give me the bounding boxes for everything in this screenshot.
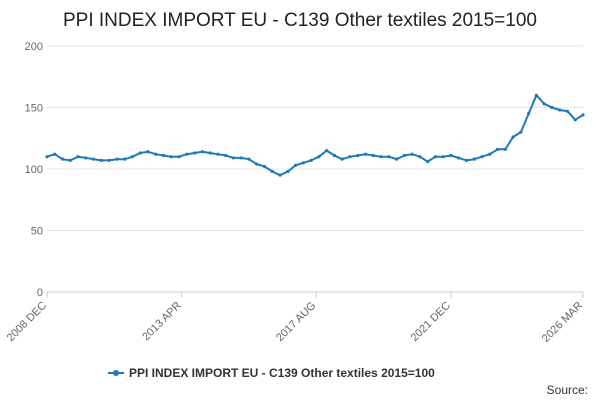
data-point[interactable]: [457, 156, 461, 160]
data-point[interactable]: [216, 152, 220, 156]
data-point[interactable]: [356, 153, 360, 158]
data-point[interactable]: [511, 135, 515, 139]
data-point[interactable]: [84, 156, 88, 160]
data-point[interactable]: [45, 155, 49, 159]
data-point[interactable]: [200, 150, 204, 154]
data-point[interactable]: [379, 155, 383, 159]
y-tick-label: 200: [25, 41, 43, 53]
data-point[interactable]: [278, 173, 282, 177]
data-point[interactable]: [348, 155, 352, 159]
data-point[interactable]: [270, 169, 274, 174]
data-point[interactable]: [565, 109, 570, 113]
series-group: [45, 93, 585, 177]
source-label: Source:: [547, 383, 588, 397]
data-point[interactable]: [208, 151, 212, 155]
data-point[interactable]: [286, 169, 290, 174]
data-point[interactable]: [472, 157, 476, 161]
data-point[interactable]: [542, 102, 546, 106]
data-point[interactable]: [550, 105, 554, 110]
data-point[interactable]: [495, 147, 500, 151]
data-point[interactable]: [371, 153, 375, 158]
data-point[interactable]: [192, 151, 197, 155]
data-point[interactable]: [402, 153, 406, 158]
data-point[interactable]: [480, 155, 484, 159]
data-point[interactable]: [464, 158, 469, 162]
data-point[interactable]: [325, 148, 329, 153]
x-tick-label: 2017 AUG: [274, 300, 318, 344]
data-point[interactable]: [293, 163, 298, 167]
data-point[interactable]: [231, 156, 236, 160]
data-point[interactable]: [418, 155, 422, 159]
data-point[interactable]: [224, 153, 228, 158]
data-point[interactable]: [441, 155, 445, 159]
data-point[interactable]: [573, 118, 577, 122]
data-point[interactable]: [581, 113, 585, 117]
data-point[interactable]: [558, 108, 562, 112]
data-point[interactable]: [255, 162, 259, 166]
x-tick-label: 2008 DEC: [5, 300, 49, 344]
data-point[interactable]: [146, 150, 150, 154]
data-point[interactable]: [177, 155, 181, 159]
data-point[interactable]: [130, 155, 135, 159]
data-point[interactable]: [527, 112, 531, 116]
x-tick-label: 2021 DEC: [409, 300, 453, 344]
grid-lines: [47, 45, 583, 293]
data-point[interactable]: [107, 158, 111, 162]
x-tick-label: 2026 MAR: [540, 300, 585, 345]
data-point[interactable]: [115, 157, 119, 161]
data-point[interactable]: [60, 157, 65, 161]
data-point[interactable]: [76, 155, 80, 159]
y-tick-label: 0: [37, 287, 43, 299]
data-point[interactable]: [340, 157, 344, 161]
legend-label: PPI INDEX IMPORT EU - C139 Other textile…: [129, 366, 435, 380]
series-line: [46, 94, 584, 177]
data-point[interactable]: [262, 164, 267, 169]
legend[interactable]: PPI INDEX IMPORT EU - C139 Other textile…: [108, 366, 435, 380]
data-point[interactable]: [394, 157, 399, 161]
data-point[interactable]: [317, 155, 321, 159]
legend-dot-marker: [113, 370, 119, 376]
data-point[interactable]: [534, 93, 538, 97]
data-point[interactable]: [503, 147, 507, 151]
x-tick-label: 2013 APR: [140, 300, 184, 344]
data-point[interactable]: [161, 153, 166, 158]
data-point[interactable]: [519, 130, 523, 134]
y-tick-label: 100: [25, 164, 43, 176]
data-point[interactable]: [154, 152, 158, 156]
data-point[interactable]: [239, 156, 243, 160]
data-point[interactable]: [449, 153, 453, 158]
chart-title: PPI INDEX IMPORT EU - C139 Other textile…: [63, 10, 537, 31]
data-point[interactable]: [169, 155, 173, 159]
data-point[interactable]: [433, 155, 438, 159]
data-point[interactable]: [123, 157, 127, 161]
y-tick-label: 50: [31, 226, 43, 238]
data-point[interactable]: [332, 153, 337, 158]
data-point[interactable]: [99, 158, 103, 162]
data-point[interactable]: [247, 157, 251, 161]
data-point[interactable]: [92, 157, 96, 161]
data-point[interactable]: [68, 158, 72, 162]
data-point[interactable]: [387, 155, 391, 159]
data-point[interactable]: [53, 152, 57, 156]
data-point[interactable]: [426, 160, 430, 164]
data-point[interactable]: [410, 152, 414, 156]
data-point[interactable]: [138, 151, 142, 155]
data-point[interactable]: [363, 152, 368, 156]
y-axis-labels: 0 50 100 150 200: [25, 41, 43, 299]
x-axis: 2008 DEC 2013 APR 2017 AUG 2021 DEC 2026 MAR: [5, 292, 585, 345]
data-point[interactable]: [185, 152, 189, 156]
data-point[interactable]: [488, 152, 492, 156]
y-tick-label: 150: [25, 103, 43, 115]
data-point[interactable]: [309, 158, 313, 162]
data-point[interactable]: [301, 161, 305, 165]
